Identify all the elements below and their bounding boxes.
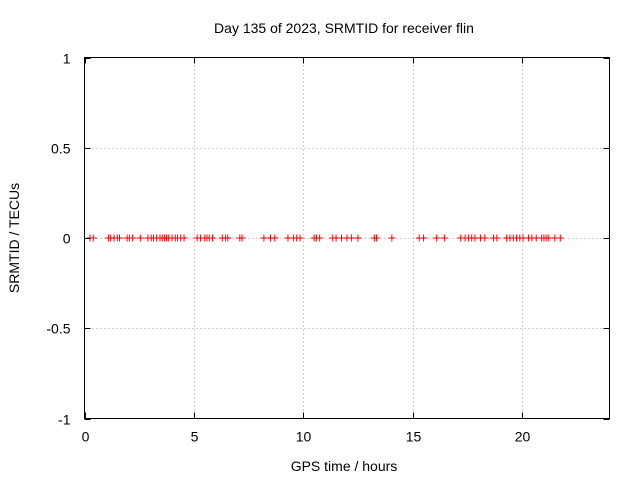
data-point bbox=[544, 234, 552, 242]
x-axis-label: GPS time / hours bbox=[291, 458, 398, 474]
data-point bbox=[238, 234, 246, 242]
data-point bbox=[354, 234, 362, 242]
data-point bbox=[208, 234, 216, 242]
y-tick-label: -0.5 bbox=[46, 321, 70, 337]
data-point bbox=[347, 234, 355, 242]
x-tick-label: 15 bbox=[406, 429, 422, 445]
x-tick-label: 10 bbox=[296, 429, 312, 445]
data-point bbox=[180, 234, 188, 242]
data-point bbox=[373, 234, 381, 242]
chart-title: Day 135 of 2023, SRMTID for receiver fli… bbox=[214, 20, 474, 36]
data-points bbox=[86, 234, 564, 242]
x-tick-label: 20 bbox=[515, 429, 531, 445]
data-point bbox=[129, 234, 137, 242]
data-point bbox=[481, 234, 489, 242]
y-axis-label: SRMTID / TECUs bbox=[6, 183, 22, 293]
axis-ticks: 0 5 10 15 20 1 0.5 0 -0.5 -1 bbox=[46, 51, 610, 445]
x-tick-label: 5 bbox=[191, 429, 199, 445]
y-tick-label: 0.5 bbox=[51, 141, 71, 157]
data-point bbox=[296, 234, 304, 242]
data-point bbox=[89, 234, 97, 242]
data-point bbox=[224, 234, 232, 242]
data-point bbox=[271, 234, 279, 242]
y-tick-label: 0 bbox=[63, 231, 71, 247]
y-tick-label: 1 bbox=[63, 51, 71, 67]
data-point bbox=[136, 234, 144, 242]
y-tick-label: -1 bbox=[58, 412, 71, 428]
data-point bbox=[493, 234, 501, 242]
data-point bbox=[440, 234, 448, 242]
data-point bbox=[433, 234, 441, 242]
data-point bbox=[388, 234, 396, 242]
data-point bbox=[556, 234, 564, 242]
data-point bbox=[316, 234, 324, 242]
data-point bbox=[116, 234, 123, 242]
data-point bbox=[260, 234, 268, 242]
data-point bbox=[420, 234, 428, 242]
x-tick-label: 0 bbox=[82, 429, 90, 445]
